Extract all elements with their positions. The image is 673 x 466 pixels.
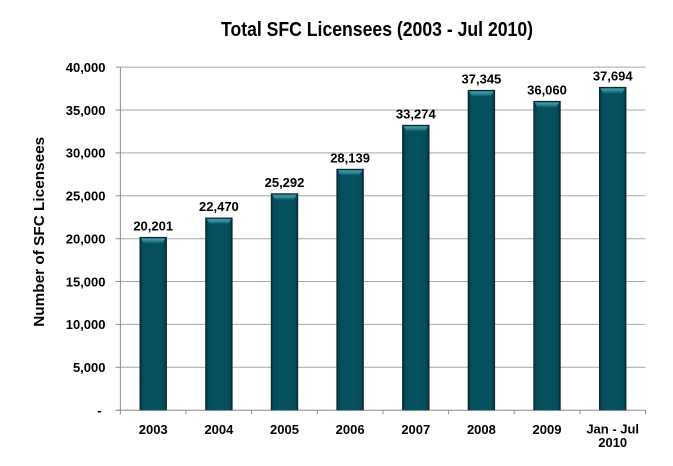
svg-text:28,139: 28,139	[330, 151, 370, 166]
svg-text:2008: 2008	[467, 422, 496, 437]
svg-text:25,292: 25,292	[265, 175, 305, 190]
svg-text:-: -	[97, 403, 101, 418]
svg-text:35,000: 35,000	[66, 103, 106, 118]
svg-text:Number of SFC Licensees: Number of SFC Licensees	[31, 137, 48, 327]
svg-text:15,000: 15,000	[66, 274, 106, 289]
svg-text:20,000: 20,000	[66, 232, 106, 247]
svg-text:22,470: 22,470	[199, 199, 239, 214]
svg-text:25,000: 25,000	[66, 189, 106, 204]
svg-text:2005: 2005	[270, 422, 299, 437]
svg-text:30,000: 30,000	[66, 146, 106, 161]
svg-text:37,345: 37,345	[462, 72, 502, 87]
svg-text:Total SFC Licensees (2003 - Ju: Total SFC Licensees (2003 - Jul 2010)	[221, 19, 533, 41]
svg-text:5,000: 5,000	[73, 360, 106, 375]
svg-text:2003: 2003	[139, 422, 168, 437]
svg-text:Jan - Jul: Jan - Jul	[586, 422, 639, 437]
svg-text:40,000: 40,000	[66, 60, 106, 75]
svg-text:2007: 2007	[401, 422, 430, 437]
svg-text:2010: 2010	[598, 435, 627, 450]
svg-text:2009: 2009	[533, 422, 562, 437]
svg-text:2006: 2006	[336, 422, 365, 437]
svg-text:33,274: 33,274	[396, 107, 437, 122]
svg-text:20,201: 20,201	[133, 219, 173, 234]
svg-text:37,694: 37,694	[593, 69, 634, 84]
svg-text:36,060: 36,060	[527, 83, 567, 98]
svg-text:10,000: 10,000	[66, 317, 106, 332]
svg-text:2004: 2004	[204, 422, 234, 437]
